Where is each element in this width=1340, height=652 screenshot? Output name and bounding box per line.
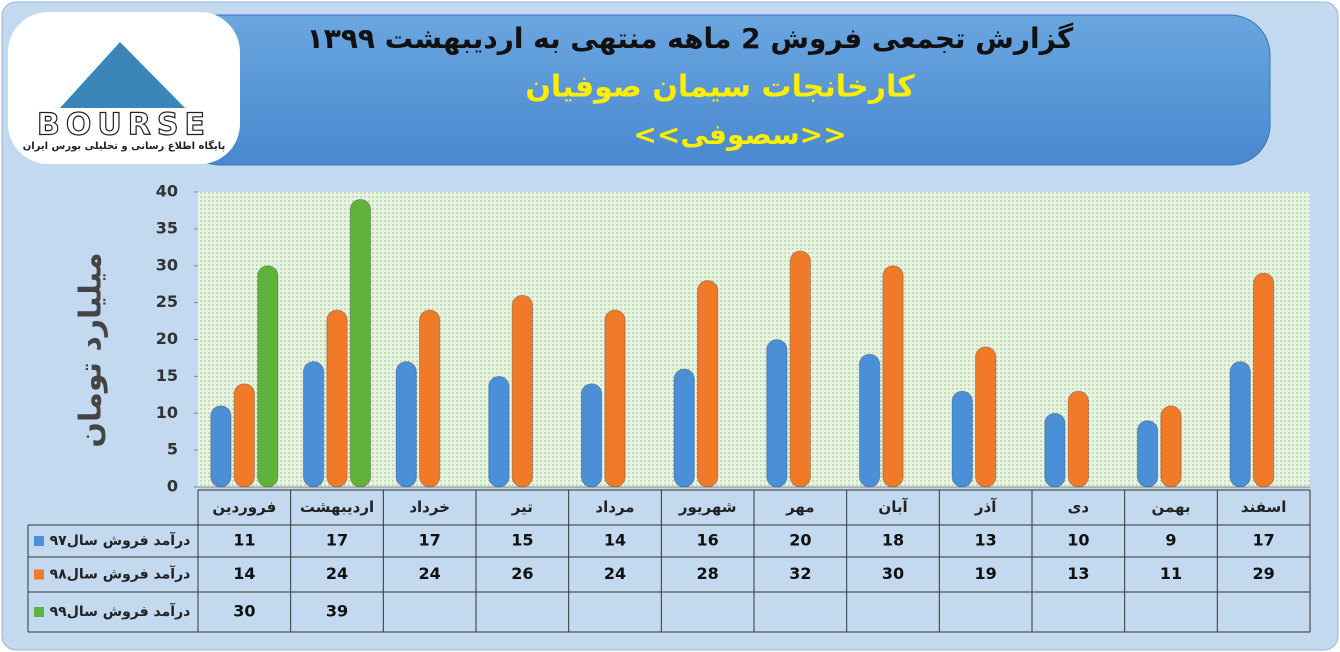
x-tick-label: فروردین bbox=[212, 498, 276, 516]
x-tick-label: دی bbox=[1068, 498, 1090, 516]
bar bbox=[1229, 361, 1251, 488]
bar bbox=[511, 294, 534, 488]
table-value: 10 bbox=[1067, 531, 1089, 550]
table-value: 11 bbox=[1160, 564, 1182, 583]
bar bbox=[951, 390, 973, 488]
table-value: 17 bbox=[326, 531, 348, 550]
plot-area bbox=[198, 192, 1310, 487]
table-value: 17 bbox=[1253, 531, 1275, 550]
table-value: 24 bbox=[419, 564, 441, 583]
table-value: 30 bbox=[233, 602, 255, 621]
table-value: 20 bbox=[789, 531, 811, 550]
table-value: 13 bbox=[975, 531, 997, 550]
bar bbox=[858, 353, 881, 488]
bar bbox=[604, 309, 626, 488]
y-tick-label: 0 bbox=[167, 477, 178, 496]
bar bbox=[974, 346, 997, 488]
y-tick-label: 5 bbox=[167, 440, 178, 459]
bar bbox=[696, 280, 719, 488]
table-value: 24 bbox=[604, 564, 626, 583]
legend-label: درآمد فروش سال۹۹ bbox=[50, 602, 191, 620]
bar bbox=[418, 309, 441, 488]
table-value: 11 bbox=[233, 531, 255, 550]
x-tick-label: آذر bbox=[974, 498, 997, 516]
table-value: 26 bbox=[511, 564, 533, 583]
table-value: 14 bbox=[604, 531, 626, 550]
x-tick-label: شهریور bbox=[678, 498, 737, 516]
x-tick-label: اردیبهشت bbox=[300, 498, 374, 516]
table-value: 39 bbox=[326, 602, 348, 621]
table-value: 19 bbox=[975, 564, 997, 583]
x-tick-label: تیر bbox=[511, 498, 533, 516]
y-tick-label: 25 bbox=[156, 292, 178, 311]
y-tick-label: 40 bbox=[156, 182, 178, 201]
x-tick-label: اسفند bbox=[1241, 498, 1286, 516]
table-value: 30 bbox=[882, 564, 904, 583]
x-tick-label: مرداد bbox=[595, 498, 634, 516]
table-value: 24 bbox=[326, 564, 348, 583]
bar bbox=[488, 375, 510, 488]
legend-label: درآمد فروش سال۹۸ bbox=[50, 565, 191, 583]
symbol: <<سصوفی>> bbox=[633, 118, 846, 151]
bar bbox=[789, 250, 812, 488]
y-tick-label: 20 bbox=[156, 329, 178, 348]
logo-tagline: پایگاه اطلاع رسانی و تحلیلی بورس ایران bbox=[23, 139, 226, 152]
bar bbox=[395, 361, 417, 488]
logo-shape bbox=[60, 42, 185, 108]
legend-swatch bbox=[34, 607, 44, 617]
x-tick-label: بهمن bbox=[1151, 498, 1190, 516]
bar bbox=[1044, 412, 1066, 488]
bar bbox=[210, 405, 232, 488]
bar bbox=[1252, 272, 1275, 488]
bar bbox=[257, 265, 279, 488]
table-value: 16 bbox=[697, 531, 719, 550]
y-tick-label: 30 bbox=[156, 255, 178, 274]
bar bbox=[673, 368, 695, 488]
bar bbox=[1067, 390, 1090, 488]
table-value: 17 bbox=[419, 531, 441, 550]
bar bbox=[766, 339, 788, 488]
y-tick-label: 10 bbox=[156, 403, 178, 422]
y-tick-label: 15 bbox=[156, 366, 178, 385]
chart-title: گزارش تجمعی فروش 2 ماهه منتهی به اردیبهش… bbox=[307, 22, 1074, 55]
chart-subtitle: کارخانجات سیمان صوفیان bbox=[525, 70, 915, 105]
table-value: 18 bbox=[882, 531, 904, 550]
table-value: 32 bbox=[789, 564, 811, 583]
table-value: 9 bbox=[1165, 531, 1176, 550]
table-value: 28 bbox=[697, 564, 719, 583]
logo-brand: BOURSE bbox=[37, 108, 211, 143]
y-axis-label: میلیارد تومان bbox=[74, 252, 109, 447]
x-tick-label: مهر bbox=[785, 498, 815, 516]
bar bbox=[233, 383, 256, 488]
table-value: 29 bbox=[1253, 564, 1275, 583]
legend-label: درآمد فروش سال۹۷ bbox=[50, 531, 191, 549]
bar bbox=[302, 361, 325, 488]
table-value: 15 bbox=[511, 531, 533, 550]
table-value: 13 bbox=[1067, 564, 1089, 583]
legend-swatch bbox=[34, 536, 44, 546]
x-tick-label: خرداد bbox=[409, 498, 450, 516]
bar bbox=[1136, 420, 1159, 488]
bar bbox=[1160, 405, 1182, 488]
bar bbox=[326, 309, 348, 488]
x-tick-label: آبان bbox=[878, 498, 908, 516]
bar bbox=[580, 383, 603, 488]
bar bbox=[349, 198, 372, 488]
y-tick-label: 35 bbox=[156, 218, 178, 237]
legend-swatch bbox=[34, 569, 44, 580]
bar bbox=[882, 265, 904, 488]
table-value: 14 bbox=[233, 564, 255, 583]
